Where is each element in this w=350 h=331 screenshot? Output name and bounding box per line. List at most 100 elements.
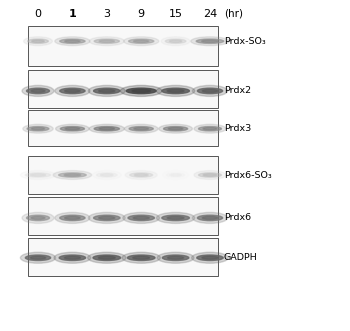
Ellipse shape — [194, 170, 226, 179]
Ellipse shape — [125, 170, 157, 179]
Ellipse shape — [167, 216, 184, 219]
Ellipse shape — [134, 174, 148, 176]
Ellipse shape — [55, 213, 90, 223]
Ellipse shape — [159, 124, 192, 133]
Ellipse shape — [197, 215, 223, 221]
Ellipse shape — [202, 89, 218, 92]
Ellipse shape — [55, 85, 90, 96]
Ellipse shape — [93, 215, 120, 221]
Ellipse shape — [30, 174, 46, 176]
Ellipse shape — [162, 88, 189, 94]
Ellipse shape — [198, 126, 222, 131]
Ellipse shape — [202, 40, 218, 42]
Ellipse shape — [27, 88, 49, 94]
Ellipse shape — [197, 88, 223, 94]
Ellipse shape — [134, 127, 148, 130]
Ellipse shape — [59, 255, 86, 260]
Ellipse shape — [168, 127, 183, 130]
Ellipse shape — [60, 88, 85, 94]
Ellipse shape — [133, 40, 149, 42]
Ellipse shape — [60, 215, 85, 221]
Ellipse shape — [202, 216, 218, 219]
Bar — [28, 70, 218, 108]
Ellipse shape — [122, 252, 160, 263]
Ellipse shape — [161, 37, 190, 46]
Ellipse shape — [127, 255, 155, 260]
Ellipse shape — [23, 37, 52, 46]
Ellipse shape — [93, 88, 120, 94]
Ellipse shape — [130, 173, 153, 177]
Ellipse shape — [168, 256, 184, 259]
Ellipse shape — [23, 124, 53, 133]
Ellipse shape — [170, 174, 181, 176]
Ellipse shape — [28, 39, 48, 43]
Ellipse shape — [124, 124, 158, 133]
Ellipse shape — [165, 39, 186, 43]
Ellipse shape — [198, 173, 222, 177]
Ellipse shape — [27, 126, 49, 131]
Ellipse shape — [196, 39, 224, 43]
Ellipse shape — [32, 127, 45, 130]
Ellipse shape — [191, 252, 229, 263]
Ellipse shape — [30, 256, 46, 259]
Ellipse shape — [202, 256, 218, 259]
Ellipse shape — [65, 127, 80, 130]
Ellipse shape — [163, 126, 188, 131]
Ellipse shape — [128, 39, 154, 43]
Ellipse shape — [31, 89, 45, 92]
Ellipse shape — [25, 255, 51, 260]
Ellipse shape — [194, 124, 226, 133]
Ellipse shape — [56, 124, 89, 133]
Ellipse shape — [193, 213, 228, 223]
Ellipse shape — [58, 173, 86, 177]
Ellipse shape — [65, 89, 80, 92]
Ellipse shape — [99, 40, 114, 42]
Ellipse shape — [162, 215, 189, 221]
Ellipse shape — [20, 170, 56, 179]
Ellipse shape — [123, 213, 160, 223]
Ellipse shape — [93, 255, 121, 260]
Text: 9: 9 — [138, 9, 145, 19]
Ellipse shape — [156, 85, 195, 96]
Bar — [28, 197, 218, 235]
Ellipse shape — [191, 37, 229, 46]
Ellipse shape — [169, 40, 182, 42]
Ellipse shape — [20, 252, 56, 263]
Ellipse shape — [124, 37, 159, 46]
Ellipse shape — [31, 216, 45, 219]
Text: 0: 0 — [35, 9, 42, 19]
Ellipse shape — [157, 252, 194, 263]
Ellipse shape — [65, 40, 80, 42]
Text: 1: 1 — [69, 9, 76, 19]
Ellipse shape — [89, 124, 124, 133]
Ellipse shape — [64, 174, 81, 176]
Ellipse shape — [99, 127, 114, 130]
Ellipse shape — [203, 174, 217, 176]
Ellipse shape — [128, 215, 154, 221]
Bar — [28, 156, 218, 194]
Ellipse shape — [97, 173, 117, 177]
Ellipse shape — [22, 85, 54, 96]
Text: Prdx3: Prdx3 — [224, 124, 251, 133]
Text: Prdx6: Prdx6 — [224, 213, 251, 222]
Ellipse shape — [99, 216, 115, 219]
Ellipse shape — [129, 126, 153, 131]
Bar — [28, 238, 218, 276]
Ellipse shape — [88, 252, 126, 263]
Ellipse shape — [25, 173, 51, 177]
Ellipse shape — [166, 173, 185, 177]
Ellipse shape — [203, 127, 217, 130]
Bar — [28, 110, 218, 146]
Ellipse shape — [55, 37, 90, 46]
Ellipse shape — [92, 170, 121, 179]
Ellipse shape — [60, 39, 85, 43]
Ellipse shape — [100, 174, 113, 176]
Ellipse shape — [60, 126, 84, 131]
Ellipse shape — [99, 89, 115, 92]
Ellipse shape — [27, 215, 49, 221]
Ellipse shape — [120, 85, 162, 96]
Ellipse shape — [54, 252, 91, 263]
Ellipse shape — [133, 216, 149, 219]
Ellipse shape — [89, 213, 125, 223]
Bar — [28, 26, 218, 66]
